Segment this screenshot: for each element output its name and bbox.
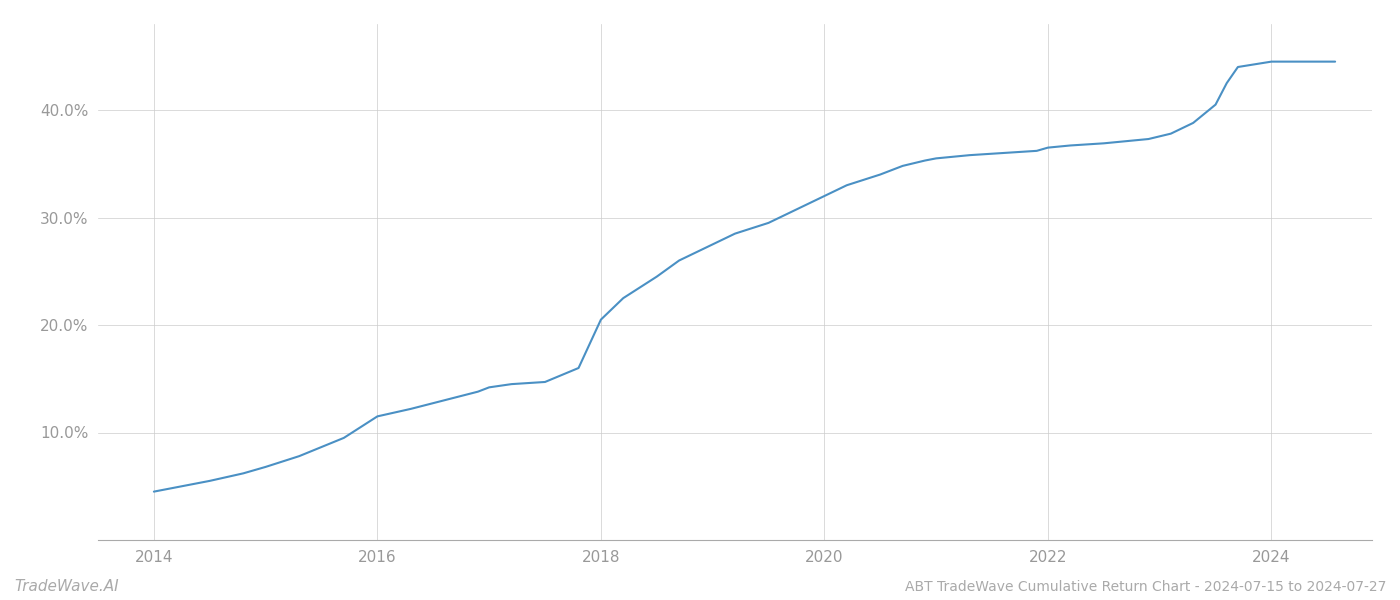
Text: ABT TradeWave Cumulative Return Chart - 2024-07-15 to 2024-07-27: ABT TradeWave Cumulative Return Chart - … [904,580,1386,594]
Text: TradeWave.AI: TradeWave.AI [14,579,119,594]
